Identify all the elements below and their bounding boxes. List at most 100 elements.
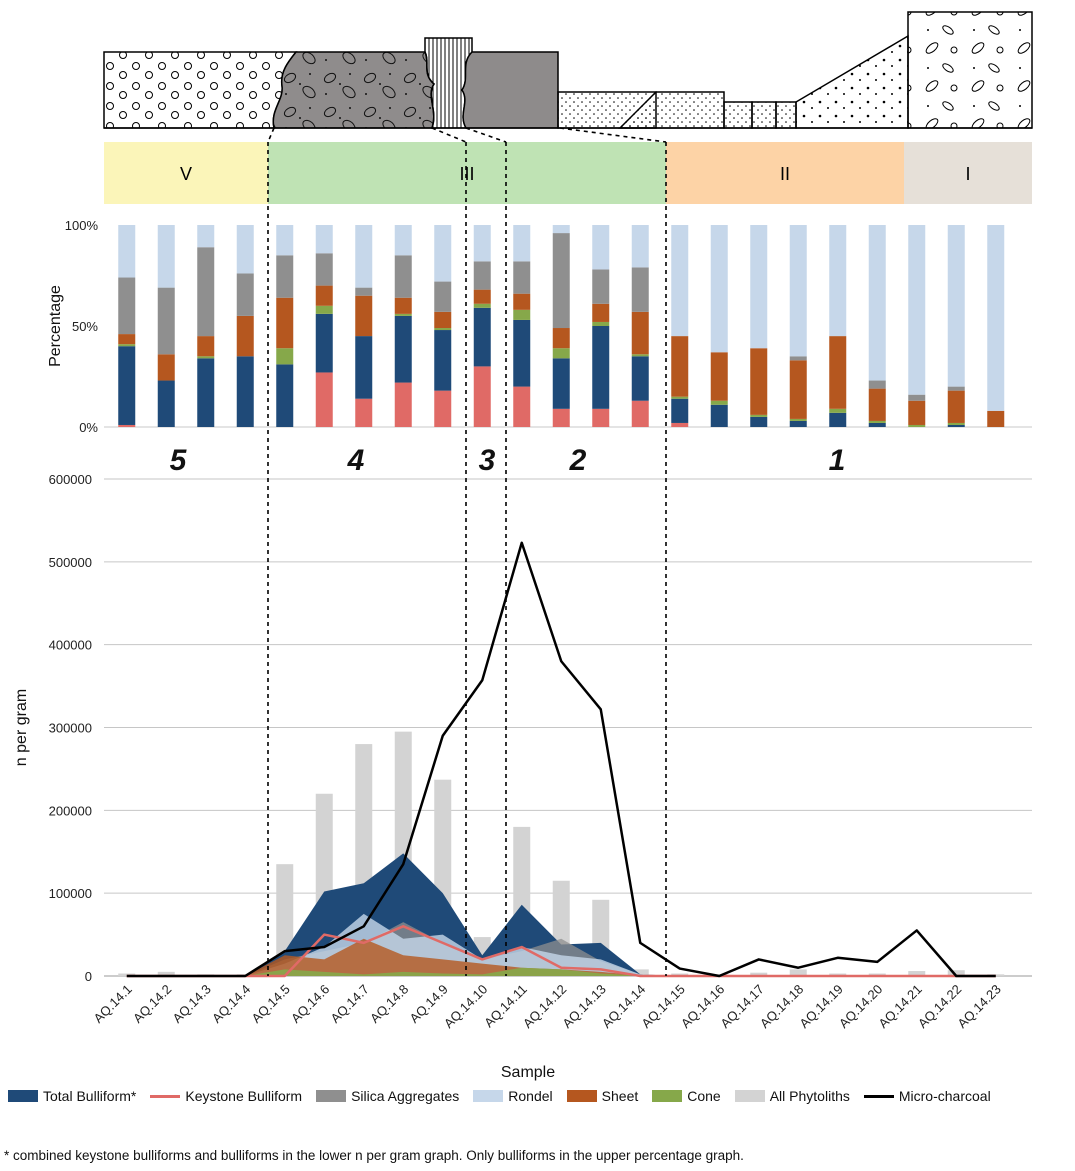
- zone-label-i: I: [965, 164, 970, 184]
- pct-bar-sheet: [513, 293, 531, 310]
- pct-ytick-label: 0%: [79, 420, 98, 435]
- x-tick-label: AQ.14.2: [130, 982, 174, 1026]
- pct-bar-cone: [868, 420, 886, 423]
- pct-bar-sheet: [789, 360, 807, 419]
- pct-bar-sheet: [552, 328, 570, 349]
- pct-bar-sheet: [315, 285, 333, 306]
- pct-bar-silica-aggregates: [157, 287, 175, 355]
- pct-bar-rondel: [513, 225, 531, 262]
- legend-swatch: [8, 1090, 38, 1102]
- pct-bar-sheet: [118, 334, 136, 345]
- pct-bar-silica-aggregates: [197, 247, 215, 337]
- area-sheet: [126, 938, 996, 976]
- npg-ytick-label: 300000: [49, 721, 92, 736]
- pct-y-axis-title: Percentage: [47, 285, 64, 367]
- stratigraphic-profile: [103, 11, 1033, 129]
- x-tick-label: AQ.14.6: [288, 982, 332, 1026]
- npg-ytick-label: 200000: [49, 803, 92, 818]
- npg-ytick-label: 100000: [49, 886, 92, 901]
- pct-bar-silica-aggregates: [394, 255, 412, 298]
- profile-unit-silt-c: [775, 101, 797, 129]
- pct-bar-total-bulliform: [671, 398, 689, 423]
- pct-bar-keystone-bulliform: [434, 390, 452, 427]
- x-tick-label: AQ.14.23: [954, 982, 1003, 1031]
- zone-label-v: V: [180, 164, 192, 184]
- pct-bar-total-bulliform: [789, 420, 807, 427]
- pct-bar-sheet: [868, 388, 886, 421]
- legend-swatch: [566, 1090, 597, 1102]
- profile-unit-boulders: [907, 11, 1033, 129]
- pct-bar-sheet: [197, 336, 215, 357]
- all-phytoliths-bar: [631, 969, 649, 976]
- zone-band-ii: [666, 142, 904, 204]
- pct-bar-silica-aggregates: [789, 356, 807, 361]
- pct-bar-sheet: [947, 390, 965, 423]
- zone-label-iii: III: [459, 164, 474, 184]
- pct-bar-cone: [315, 305, 333, 314]
- pct-bar-rondel: [276, 225, 294, 256]
- line-micro-charcoal: [126, 541, 996, 978]
- profile-unit-gray-block: [461, 51, 559, 129]
- profile-unit-silt-a: [723, 101, 753, 129]
- legend-item: Keystone Bulliform: [150, 1088, 302, 1104]
- pct-bar-keystone-bulliform: [394, 382, 412, 427]
- legend-item: Silica Aggregates: [316, 1088, 459, 1104]
- pct-bar-rondel: [908, 225, 926, 395]
- pct-bar-rondel: [829, 225, 847, 337]
- pct-bar-cone: [750, 414, 768, 417]
- pct-bar-rondel: [671, 225, 689, 337]
- pct-bar-total-bulliform: [947, 424, 965, 427]
- pct-bar-sheet: [592, 303, 610, 322]
- x-tick-label: AQ.14.5: [249, 982, 293, 1026]
- correlation-dashed-line: [267, 127, 275, 143]
- zone-band-iii: [268, 142, 666, 204]
- x-tick-label: AQ.14.10: [441, 982, 490, 1031]
- legend-item: Micro-charcoal: [863, 1088, 991, 1104]
- pct-bar-keystone-bulliform: [118, 424, 136, 427]
- legend-swatch: [316, 1090, 347, 1102]
- legend-item: Cone: [652, 1088, 721, 1104]
- zone-bands: V III II I: [104, 142, 1032, 204]
- pct-bar-rondel: [710, 225, 728, 353]
- pct-bar-rondel: [355, 225, 373, 288]
- legend-label: All Phytoliths: [769, 1088, 850, 1104]
- pct-bar-rondel: [750, 225, 768, 349]
- pct-bar-silica-aggregates: [552, 233, 570, 329]
- pct-bar-silica-aggregates: [513, 261, 531, 294]
- unit-label-2: 2: [569, 444, 587, 477]
- npg-ytick-label: 400000: [49, 638, 92, 653]
- pct-bar-cone: [552, 348, 570, 359]
- pct-bar-total-bulliform: [434, 330, 452, 391]
- pct-bar-rondel: [473, 225, 491, 262]
- percentage-chart: 0% 50% 100% Percentage 5 4 3 2 1: [47, 218, 1032, 477]
- pct-bar-keystone-bulliform: [631, 400, 649, 427]
- all-phytoliths-bar: [908, 971, 926, 976]
- pct-bar-rondel: [118, 225, 136, 278]
- legend-item: Total Bulliform*: [8, 1088, 136, 1104]
- pct-bar-total-bulliform: [868, 422, 886, 427]
- pct-bar-total-bulliform: [631, 356, 649, 401]
- pct-ytick-label: 100%: [65, 218, 99, 233]
- pct-bar-total-bulliform: [355, 336, 373, 399]
- pct-bar-cone: [789, 418, 807, 421]
- correlation-dashed-line: [465, 127, 507, 143]
- pct-bar-rondel: [592, 225, 610, 270]
- pct-bar-keystone-bulliform: [355, 398, 373, 427]
- pct-bar-silica-aggregates: [947, 386, 965, 391]
- pct-ytick-label: 50%: [72, 319, 98, 334]
- pct-bar-cone: [513, 309, 531, 320]
- pct-bar-rondel: [236, 225, 254, 274]
- npg-x-axis-title: Sample: [501, 1064, 555, 1081]
- zone-label-ii: II: [780, 164, 790, 184]
- pct-bar-sheet: [355, 295, 373, 337]
- legend-swatch: [473, 1090, 504, 1102]
- pct-bar-total-bulliform: [829, 412, 847, 427]
- profile-unit-silt-b: [751, 101, 777, 129]
- pct-bar-cone: [671, 396, 689, 399]
- legend-label: Total Bulliform*: [43, 1088, 137, 1104]
- pct-bar-keystone-bulliform: [473, 366, 491, 427]
- unit-label-3: 3: [479, 444, 496, 477]
- line-keystone-bulliform: [126, 925, 996, 978]
- pct-bar-total-bulliform: [236, 356, 254, 427]
- pct-bar-silica-aggregates: [592, 269, 610, 304]
